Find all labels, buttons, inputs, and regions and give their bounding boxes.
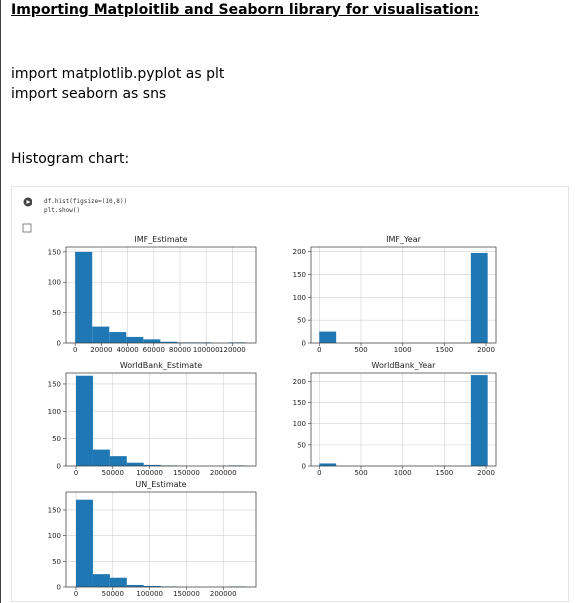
bar (109, 577, 127, 587)
x-tick-label: 100000 (136, 469, 163, 477)
chart-title: IMF_Year (386, 235, 422, 244)
x-tick-label: 150000 (173, 469, 200, 477)
cell-icons (22, 197, 32, 233)
x-tick-label: 0 (317, 469, 321, 477)
code-line: df.hist(figsize=(10,8)) (44, 198, 128, 205)
import-line: import seaborn as sns (11, 86, 167, 102)
bar (92, 326, 110, 343)
y-tick-label: 50 (297, 441, 306, 449)
bar (76, 375, 93, 466)
y-tick-label: 50 (297, 317, 306, 325)
x-tick-label: 100000 (193, 346, 220, 354)
y-tick-label: 0 (57, 340, 61, 348)
x-tick-label: 0 (73, 346, 77, 354)
x-tick-label: 500 (354, 469, 367, 477)
chart-title: WorldBank_Estimate (120, 361, 202, 370)
x-tick-label: 0 (74, 590, 78, 598)
chart-title: UN_Estimate (135, 480, 186, 489)
y-tick-label: 150 (48, 506, 61, 514)
bar (75, 251, 93, 343)
bar (319, 331, 337, 343)
x-tick-label: 500 (354, 346, 367, 354)
import-line: import matplotlib.pyplot as plt (11, 66, 225, 82)
x-tick-label: 2000 (477, 346, 495, 354)
x-tick-label: 1500 (435, 346, 453, 354)
x-tick-label: 120000 (219, 346, 246, 354)
axes-frame (65, 491, 257, 588)
bar (126, 462, 144, 466)
x-tick-label: 80000 (169, 346, 191, 354)
y-tick-label: 0 (302, 463, 306, 471)
y-tick-label: 50 (52, 309, 61, 317)
x-tick-label: 1000 (394, 346, 412, 354)
y-tick-label: 100 (293, 294, 306, 302)
bar (143, 585, 161, 587)
y-tick-label: 50 (52, 435, 61, 443)
x-tick-label: 0 (317, 346, 321, 354)
bar (109, 456, 127, 466)
y-tick-label: 100 (48, 408, 61, 416)
x-tick-label: 2000 (477, 469, 495, 477)
output-icon (22, 223, 32, 233)
y-tick-label: 150 (293, 399, 306, 407)
axes-frame (65, 246, 257, 344)
chart-title: WorldBank_Year (372, 361, 437, 370)
bar (109, 332, 127, 343)
title: Importing Matploitlib and Seaborn librar… (11, 2, 479, 18)
code-line: plt.show() (44, 207, 81, 214)
bar (92, 449, 110, 466)
x-tick-label: 200000 (210, 590, 237, 598)
y-tick-label: 100 (293, 420, 306, 428)
y-tick-label: 50 (52, 558, 61, 566)
y-tick-label: 150 (293, 271, 306, 279)
axes-frame (310, 372, 497, 467)
axes-frame (310, 246, 497, 344)
x-tick-label: 1500 (435, 469, 453, 477)
x-tick-label: 50000 (102, 590, 124, 598)
bar (143, 339, 161, 343)
x-tick-label: 40000 (116, 346, 138, 354)
chart-title: IMF_Estimate (134, 235, 187, 244)
bar (143, 464, 161, 466)
bar (92, 574, 110, 587)
y-tick-label: 100 (48, 279, 61, 287)
y-tick-label: 0 (57, 463, 61, 471)
y-tick-label: 100 (48, 532, 61, 540)
x-tick-label: 100000 (136, 590, 163, 598)
x-tick-label: 150000 (173, 590, 200, 598)
axes-frame (65, 372, 257, 467)
x-tick-label: 20000 (90, 346, 112, 354)
x-tick-label: 0 (74, 469, 78, 477)
bar (160, 341, 178, 343)
y-tick-label: 200 (293, 248, 306, 256)
y-tick-label: 150 (48, 380, 61, 388)
x-tick-label: 1000 (394, 469, 412, 477)
bar (470, 252, 488, 343)
bar (319, 463, 337, 466)
x-tick-label: 60000 (143, 346, 165, 354)
x-tick-label: 200000 (210, 469, 237, 477)
y-tick-label: 0 (302, 340, 306, 348)
bar (470, 375, 488, 466)
bar (126, 584, 144, 587)
x-tick-label: 50000 (102, 469, 124, 477)
bar (76, 499, 93, 587)
y-tick-label: 0 (57, 584, 61, 592)
section-label: Histogram chart: (11, 151, 130, 167)
y-tick-label: 200 (293, 378, 306, 386)
bar (126, 336, 144, 343)
y-tick-label: 150 (48, 248, 61, 256)
